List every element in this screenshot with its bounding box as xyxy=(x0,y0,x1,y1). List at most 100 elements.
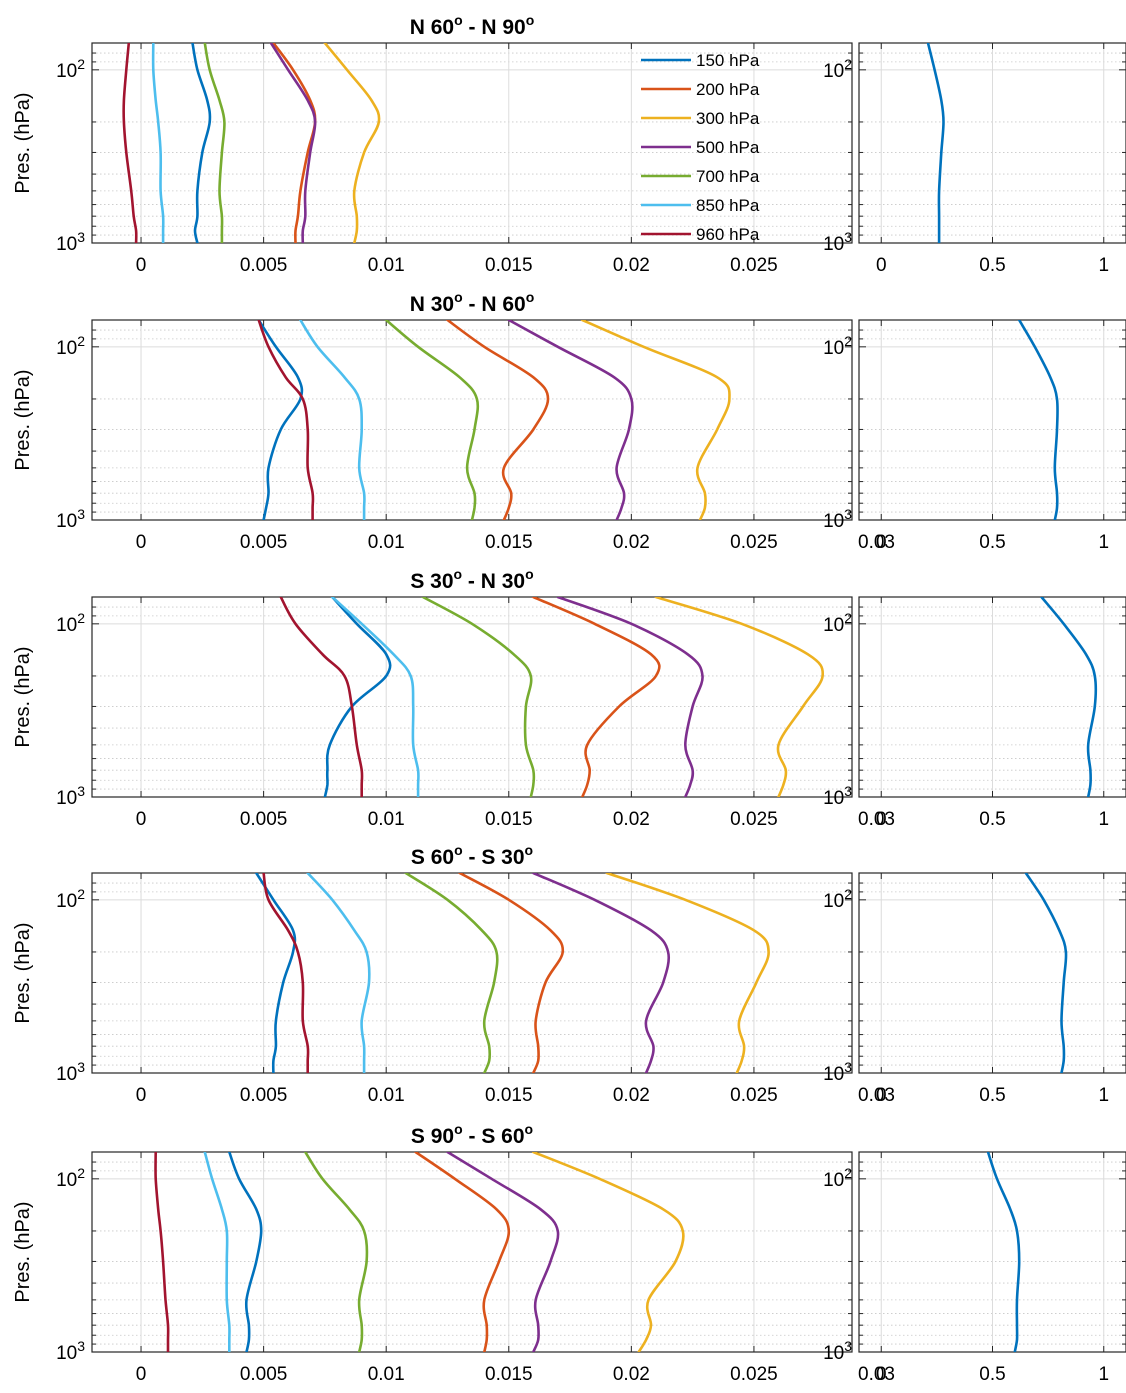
y-tick-exponent: 2 xyxy=(77,886,85,902)
x-tick-label: 0.01 xyxy=(368,532,405,553)
series-line-500-hPa xyxy=(269,43,317,243)
panel-title: S 90o - S 60o xyxy=(411,1121,533,1148)
y-axis-label: Pres. (hPa) xyxy=(12,922,34,1023)
y-tick-exponent: 3 xyxy=(77,506,85,522)
title-degree-1: o xyxy=(454,12,463,28)
y-tick-base: 10 xyxy=(56,891,77,912)
x-tick-label: 0.005 xyxy=(240,1364,288,1385)
series-line-500-hPa xyxy=(556,597,704,797)
x-tick-label: 0.025 xyxy=(730,1364,778,1385)
y-tick-exponent: 3 xyxy=(844,1338,852,1354)
x-tick-label: 0.02 xyxy=(613,1085,650,1106)
title-degree-2: o xyxy=(526,289,535,305)
series-line-960-hPa xyxy=(279,597,364,797)
legend-label: 700 hPa xyxy=(696,167,760,186)
plot-area xyxy=(92,320,852,520)
plot-area xyxy=(92,873,852,1073)
x-tick-label: 0.5 xyxy=(979,809,1005,830)
x-tick-label: 0 xyxy=(876,532,887,553)
title-main: S 60 xyxy=(411,846,454,869)
y-tick-exponent: 3 xyxy=(844,229,852,245)
x-tick-label: 0.03 xyxy=(858,532,895,553)
x-tick-label: 1 xyxy=(1098,1364,1109,1385)
y-tick-exponent: 2 xyxy=(844,610,852,626)
series-line-500-hPa xyxy=(446,1152,560,1352)
x-tick-label: 0.5 xyxy=(979,1364,1005,1385)
y-tick-label: 102 xyxy=(823,886,852,912)
ratio-line xyxy=(1024,873,1068,1073)
y-axis-label: Pres. (hPa) xyxy=(12,369,34,470)
y-tick-exponent: 2 xyxy=(77,333,85,349)
y-tick-label: 102 xyxy=(56,333,85,359)
series-line-500-hPa xyxy=(507,320,634,520)
y-tick-base: 10 xyxy=(823,511,844,532)
series-line-960-hPa xyxy=(257,320,315,520)
title-degree-2: o xyxy=(526,12,535,28)
panel-title: N 60o - N 90o xyxy=(410,12,535,39)
y-tick-label: 103 xyxy=(823,229,852,255)
legend-label: 300 hPa xyxy=(696,109,760,128)
y-tick-label: 102 xyxy=(823,610,852,636)
y-axis-label: Pres. (hPa) xyxy=(12,1201,34,1302)
y-tick-label: 103 xyxy=(56,1059,85,1085)
legend-label: 850 hPa xyxy=(696,196,760,215)
series-line-850-hPa xyxy=(306,873,371,1073)
x-tick-label: 0 xyxy=(136,1364,147,1385)
y-tick-exponent: 2 xyxy=(844,1165,852,1181)
title-degree-1: o xyxy=(454,566,463,582)
panel-title: S 60o - S 30o xyxy=(411,842,533,869)
y-tick-exponent: 2 xyxy=(77,56,85,72)
y-tick-label: 102 xyxy=(823,333,852,359)
axes-frame xyxy=(91,872,853,1074)
series-line-300-hPa xyxy=(605,873,770,1073)
plot-area xyxy=(92,597,852,797)
y-tick-base: 10 xyxy=(56,61,77,82)
y-tick-label: 102 xyxy=(56,56,85,82)
series-line-150-hPa xyxy=(228,1152,263,1352)
ratio-line xyxy=(926,43,945,243)
y-tick-exponent: 2 xyxy=(77,1165,85,1181)
y-tick-exponent: 3 xyxy=(77,1059,85,1075)
y-tick-base: 10 xyxy=(56,615,77,636)
x-tick-label: 0.015 xyxy=(485,1085,533,1106)
x-tick-label: 0.02 xyxy=(613,809,650,830)
y-tick-base: 10 xyxy=(823,891,844,912)
legend-label: 500 hPa xyxy=(696,138,760,157)
x-tick-label: 0.015 xyxy=(485,809,533,830)
axes-frame xyxy=(91,596,853,798)
y-tick-label: 103 xyxy=(56,1338,85,1364)
y-tick-exponent: 3 xyxy=(844,783,852,799)
series-line-850-hPa xyxy=(299,320,366,520)
title-tail: - S 60 xyxy=(463,1125,525,1148)
series-line-150-hPa xyxy=(257,320,304,520)
legend-label: 150 hPa xyxy=(696,51,760,70)
y-tick-label: 102 xyxy=(56,886,85,912)
axes-frame xyxy=(91,1151,853,1353)
x-tick-label: 0.01 xyxy=(368,255,405,276)
x-tick-label: 0.015 xyxy=(485,255,533,276)
x-tick-label: 0.025 xyxy=(730,255,778,276)
x-tick-label: 0 xyxy=(136,255,147,276)
y-tick-base: 10 xyxy=(56,338,77,359)
x-tick-label: 0.03 xyxy=(858,809,895,830)
legend-item: 960 hPa xyxy=(641,225,760,244)
title-main: N 30 xyxy=(410,293,454,316)
title-degree-2: o xyxy=(525,1121,534,1137)
x-tick-label: 0.02 xyxy=(613,532,650,553)
axes-frame xyxy=(91,42,853,244)
x-tick-label: 0.025 xyxy=(730,1085,778,1106)
x-tick-label: 1 xyxy=(1098,532,1109,553)
y-axis-label: Pres. (hPa) xyxy=(12,646,34,747)
x-tick-label: 0.025 xyxy=(730,532,778,553)
y-tick-label: 102 xyxy=(56,610,85,636)
series-line-200-hPa xyxy=(532,597,661,797)
y-tick-label: 103 xyxy=(823,506,852,532)
y-tick-exponent: 3 xyxy=(77,1338,85,1354)
y-tick-label: 102 xyxy=(823,1165,852,1191)
series-line-700-hPa xyxy=(203,43,226,243)
y-tick-base: 10 xyxy=(823,61,844,82)
